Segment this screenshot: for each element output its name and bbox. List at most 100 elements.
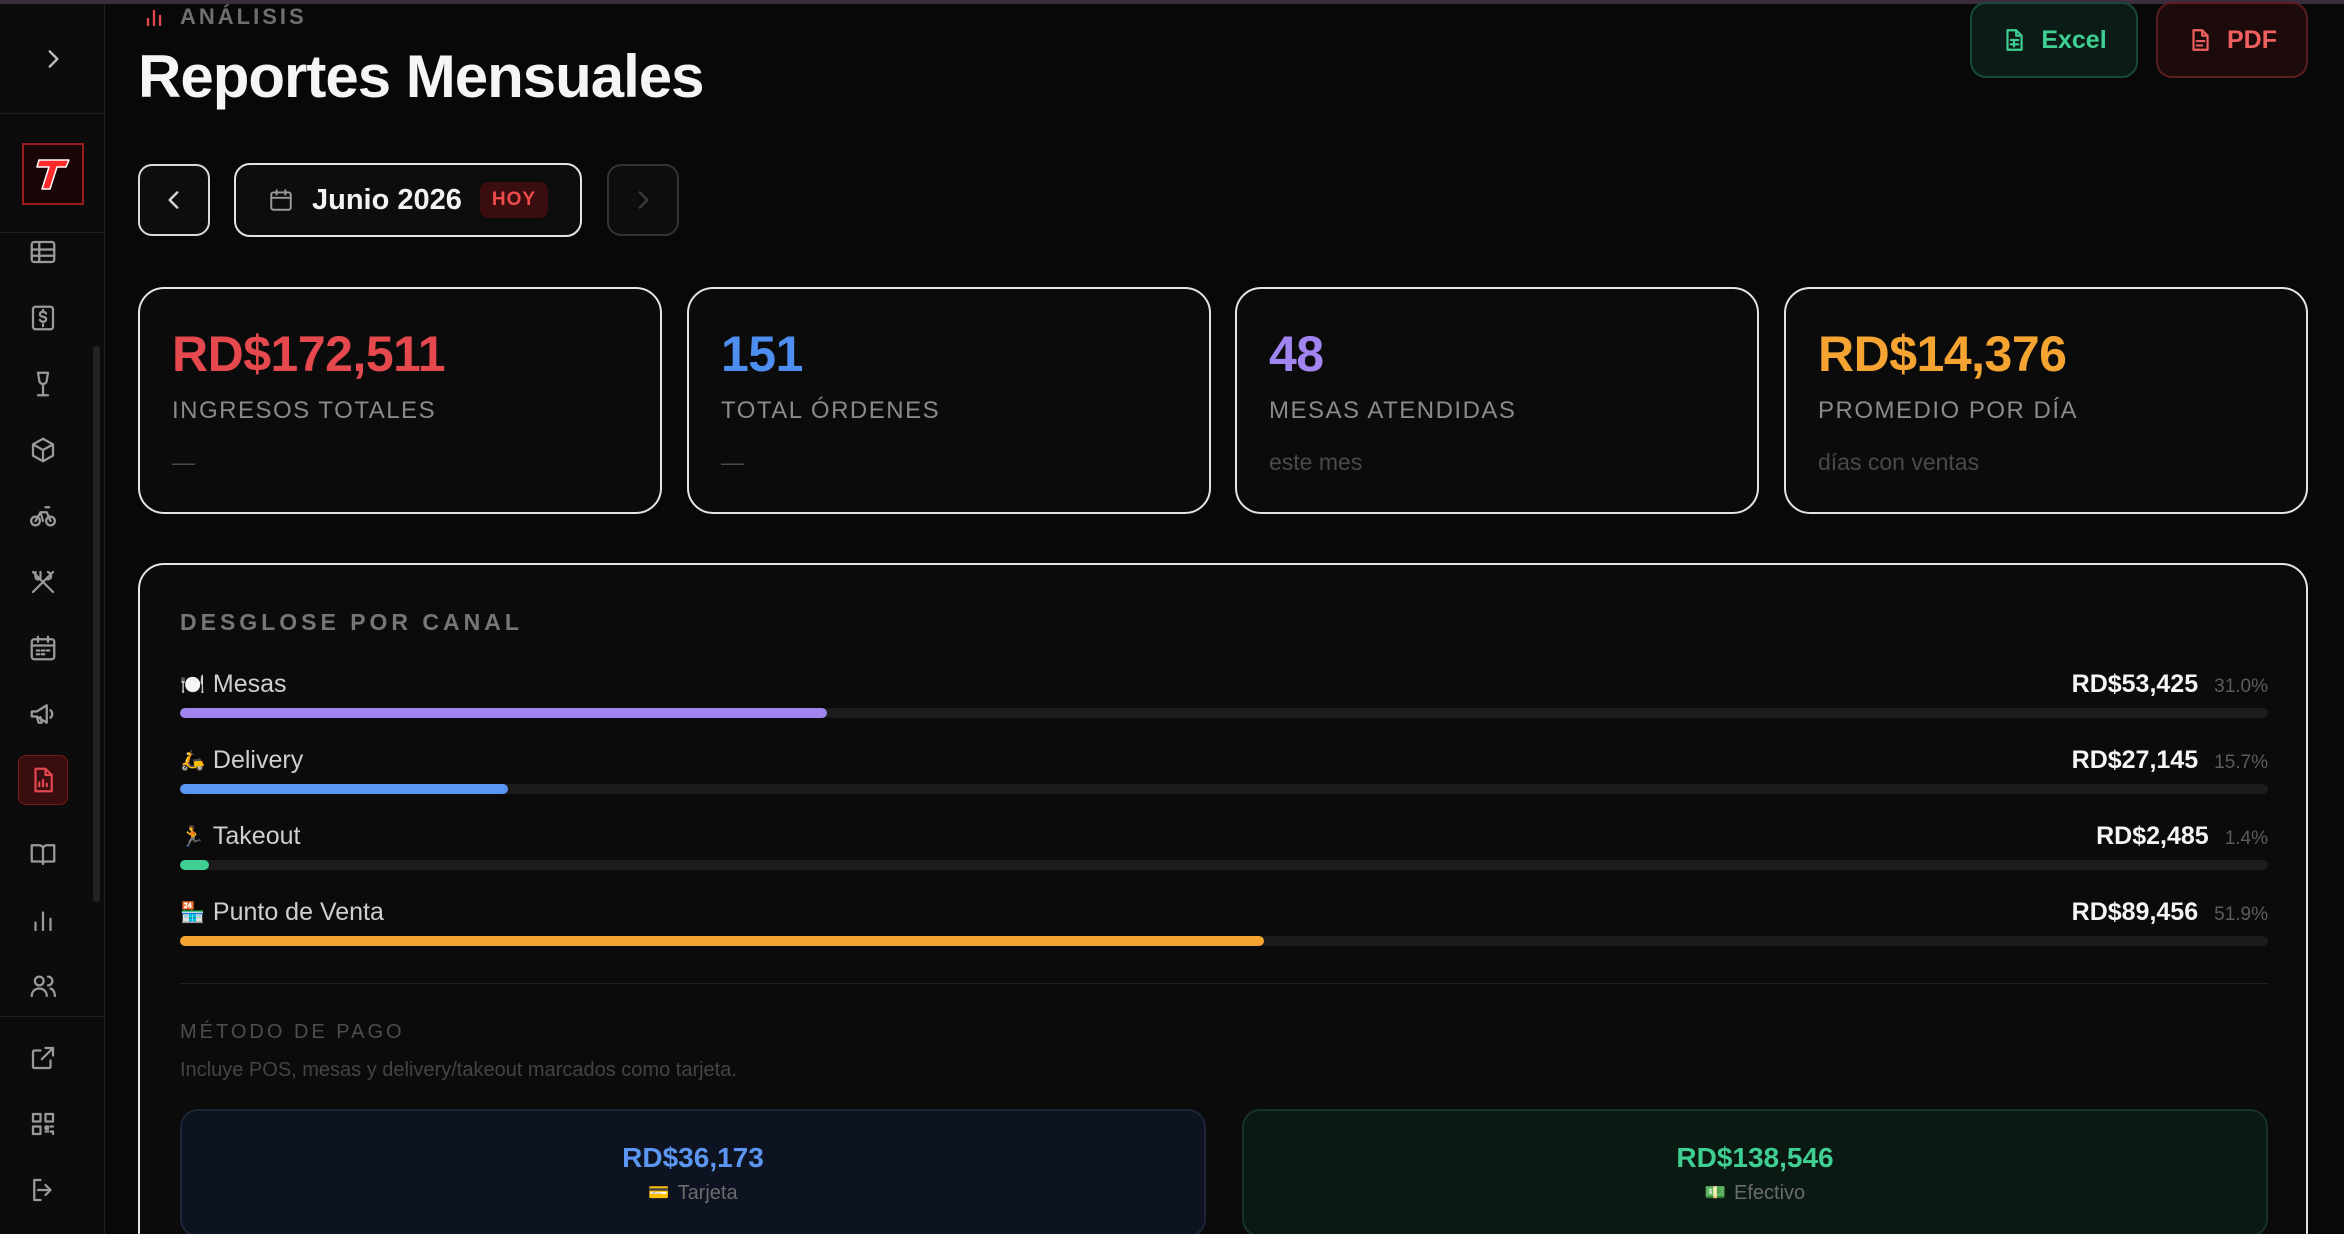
brand-logo[interactable]: [21, 142, 84, 205]
chevron-right-icon: [638, 191, 649, 209]
store-icon: 🏪: [180, 902, 205, 924]
channel-label: 🏃 Takeout: [180, 822, 300, 851]
external-link-icon: [31, 1046, 55, 1070]
cash-icon: [31, 305, 55, 331]
megaphone-icon: [30, 704, 54, 724]
grid-icon: [30, 240, 56, 264]
cash-bill-icon: 💵: [1704, 1183, 1726, 1202]
next-month-button[interactable]: [607, 164, 679, 236]
sidebar-divider: [0, 1016, 105, 1017]
sidebar-item-marketing[interactable]: [18, 689, 68, 739]
sidebar-item-qr[interactable]: [18, 1099, 68, 1149]
box-icon: [31, 437, 55, 463]
current-month: Junio 2026: [312, 183, 462, 216]
channel-value: RD$89,456: [2071, 898, 2199, 926]
channel-amount: RD$53,425 31.0%: [2072, 670, 2268, 699]
payment-caption: 💳 Tarjeta: [648, 1182, 737, 1205]
eyebrow-text: ANÁLISIS: [180, 4, 307, 29]
report-icon: [34, 767, 53, 793]
calendar-icon: [270, 189, 292, 211]
stat-label: TOTAL ÓRDENES: [721, 397, 941, 424]
payment-method-title: MÉTODO DE PAGO: [180, 1021, 405, 1043]
previous-month-button[interactable]: [138, 164, 210, 236]
page-eyebrow: ANÁLISIS: [142, 4, 307, 30]
stat-value: RD$14,376: [1818, 326, 2067, 382]
channel-breakdown-panel: DESGLOSE POR CANAL 🍽️ Mesas RD$53,425 31…: [138, 563, 2308, 1234]
credit-card-icon: 💳: [648, 1183, 670, 1202]
channel-value: RD$2,485: [2096, 822, 2209, 850]
chevron-right-icon: [48, 49, 59, 68]
channel-amount: RD$89,456 51.9%: [2072, 898, 2268, 927]
qr-icon: [31, 1112, 55, 1136]
payment-amount: RD$138,546: [1676, 1141, 1834, 1173]
stat-subtext: —: [721, 449, 744, 475]
payment-method-note: Incluye POS, mesas y delivery/takeout ma…: [180, 1059, 737, 1081]
channel-progress-fill: [180, 708, 828, 718]
sidebar-scrollbar[interactable]: [93, 346, 100, 902]
payment-card-tarjeta: RD$36,173 💳 Tarjeta: [180, 1109, 1206, 1234]
sidebar-item-inventory[interactable]: [18, 425, 68, 475]
channel-progress-fill: [180, 936, 1264, 946]
sidebar-item-sales[interactable]: [18, 293, 68, 343]
sidebar-item-delivery[interactable]: [18, 491, 68, 541]
channel-name: Punto de Venta: [212, 898, 384, 926]
sidebar-item-drinks[interactable]: [18, 359, 68, 409]
export-excel-button[interactable]: Excel: [1970, 2, 2138, 78]
stat-subtext: días con ventas: [1818, 449, 1980, 475]
channel-progress-track: [180, 784, 2268, 794]
sidebar: [0, 4, 105, 1234]
sidebar-item-users[interactable]: [18, 961, 68, 1011]
spreadsheet-icon: [2006, 29, 2023, 51]
users-icon: [30, 975, 56, 998]
stat-subtext: este mes: [1269, 449, 1363, 475]
channel-percentage: 1.4%: [2224, 828, 2268, 849]
export-excel-label: Excel: [2041, 25, 2107, 54]
sidebar-item-logout[interactable]: [18, 1165, 68, 1215]
sidebar-item-menu[interactable]: [18, 557, 68, 607]
channel-progress-fill: [180, 784, 508, 794]
sidebar-item-tables[interactable]: [18, 227, 68, 277]
scooter-icon: 🛵: [180, 750, 205, 772]
channel-name: Takeout: [212, 822, 301, 850]
sidebar-item-reports[interactable]: [18, 755, 68, 805]
channel-label: 🍽️ Mesas: [180, 670, 287, 699]
sidebar-expand-button[interactable]: [0, 4, 105, 114]
channel-name: Delivery: [212, 746, 304, 774]
stat-value: 151: [721, 326, 803, 382]
stat-card-daily-average: RD$14,376 PROMEDIO POR DÍA días con vent…: [1784, 287, 2308, 514]
sidebar-item-reservations[interactable]: [18, 623, 68, 673]
export-pdf-label: PDF: [2227, 25, 2277, 54]
sidebar-item-analytics[interactable]: [18, 895, 68, 945]
chevron-left-icon: [168, 191, 179, 209]
channel-value: RD$53,425: [2071, 670, 2199, 698]
stat-subtext: —: [172, 449, 195, 475]
dining-icon: 🍽️: [180, 674, 205, 696]
brand-logo-mark: [35, 158, 70, 190]
stat-value: 48: [1269, 326, 1324, 382]
channel-percentage: 15.7%: [2214, 752, 2268, 773]
channel-progress-track: [180, 860, 2268, 870]
bar-chart-icon: [146, 9, 162, 27]
top-accent-line: [0, 0, 2344, 4]
channel-label: 🛵 Delivery: [180, 746, 303, 775]
section-divider: [180, 983, 2268, 984]
channel-percentage: 51.9%: [2214, 904, 2268, 925]
calendar-icon: [30, 635, 56, 661]
payment-amount: RD$36,173: [622, 1141, 764, 1173]
stat-label: MESAS ATENDIDAS: [1269, 397, 1517, 424]
stat-value: RD$172,511: [172, 326, 446, 382]
channel-name: Mesas: [212, 670, 287, 698]
sidebar-item-guide[interactable]: [18, 829, 68, 879]
month-selector[interactable]: Junio 2026 HOY: [234, 163, 582, 237]
book-icon: [30, 844, 56, 866]
payment-card-efectivo: RD$138,546 💵 Efectivo: [1242, 1109, 2268, 1234]
export-pdf-button[interactable]: PDF: [2156, 2, 2308, 78]
stat-card-orders: 151 TOTAL ÓRDENES —: [687, 287, 1211, 514]
channel-amount: RD$2,485 1.4%: [2096, 822, 2268, 851]
sidebar-item-open-external[interactable]: [18, 1033, 68, 1083]
payment-label: Tarjeta: [677, 1181, 738, 1204]
channel-progress-track: [180, 708, 2268, 718]
sidebar-logo-area: [0, 115, 105, 233]
panel-title: DESGLOSE POR CANAL: [180, 609, 523, 635]
bar-chart-icon: [34, 911, 52, 932]
